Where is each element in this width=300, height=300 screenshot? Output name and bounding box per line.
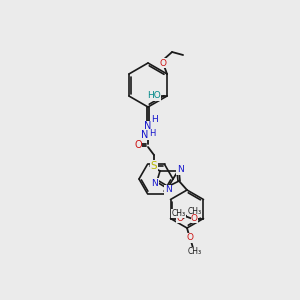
Text: H: H [151, 115, 158, 124]
Text: N: N [177, 166, 183, 175]
Text: CH₃: CH₃ [171, 209, 185, 218]
Text: N: N [144, 121, 152, 131]
Text: CH₃: CH₃ [188, 248, 202, 256]
Text: O: O [176, 214, 183, 223]
Text: H: H [149, 130, 155, 139]
Text: O: O [187, 233, 194, 242]
Text: O: O [191, 214, 198, 223]
Text: CH₃: CH₃ [188, 207, 202, 216]
Text: HO: HO [147, 92, 161, 100]
Text: N: N [152, 178, 158, 188]
Text: N: N [165, 185, 171, 194]
Text: O: O [134, 140, 142, 150]
Text: N: N [141, 130, 149, 140]
Text: O: O [160, 58, 167, 68]
Text: S: S [151, 161, 157, 171]
